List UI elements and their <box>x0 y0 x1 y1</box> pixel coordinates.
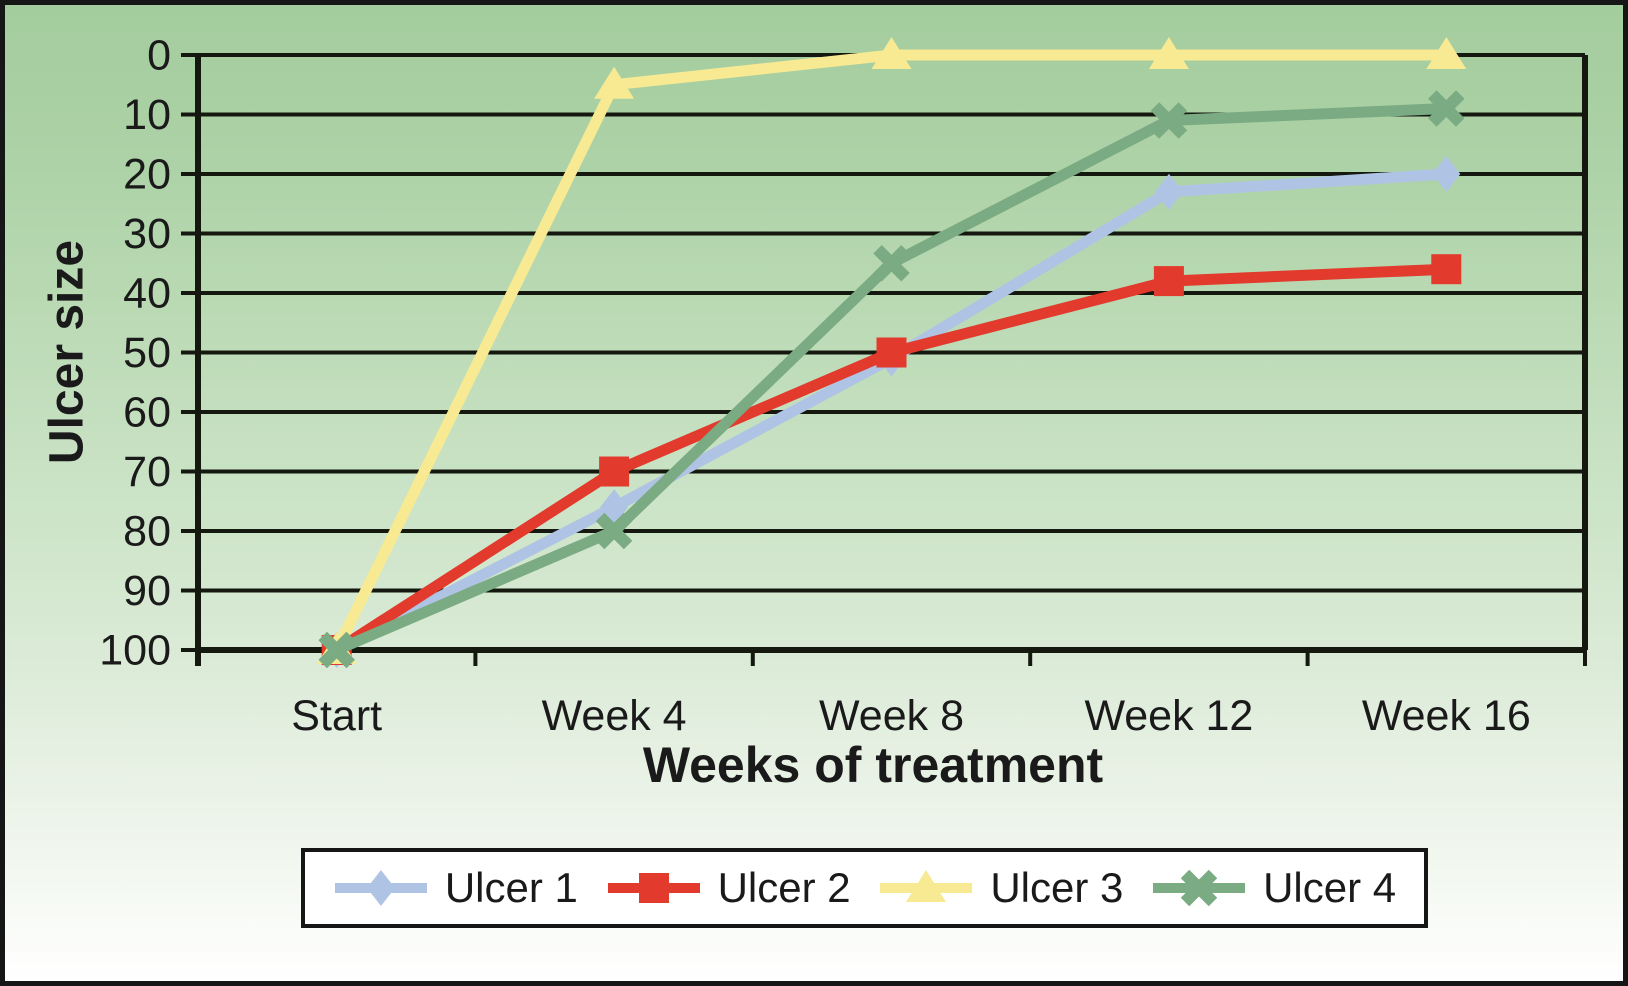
y-tick-label-20: 20 <box>123 151 171 199</box>
marker-triangle <box>594 66 635 99</box>
y-tick-label-70: 70 <box>123 448 171 496</box>
marker-square <box>638 873 669 903</box>
y-tick-label-10: 10 <box>123 91 171 139</box>
y-tick-label-100: 100 <box>99 627 171 675</box>
marker-x <box>1150 102 1188 139</box>
marker-x <box>595 512 633 550</box>
legend-label: Ulcer 3 <box>990 864 1124 911</box>
legend: Ulcer 1 Ulcer 2 Ulcer 3 Ulcer 4 <box>301 848 1428 928</box>
legend-item-ulcer-3: Ulcer 3 <box>878 864 1123 912</box>
legend-square-sample-icon <box>607 873 700 903</box>
x-category-label-0: Start <box>291 692 382 740</box>
legend-label: Ulcer 1 <box>444 864 578 911</box>
marker-triangle <box>1426 37 1467 69</box>
x-axis-title: Weeks of treatment <box>642 737 1104 793</box>
x-category-label-4: Week 16 <box>1362 692 1531 740</box>
marker-square <box>599 456 630 487</box>
marker-diamond <box>1154 173 1183 210</box>
legend-triangle-sample-icon <box>880 870 973 902</box>
marker-diamond <box>1432 156 1461 192</box>
y-axis-title: Ulcer size <box>40 239 94 465</box>
y-tick-label-50: 50 <box>123 329 171 377</box>
marker-diamond <box>366 870 395 906</box>
marker-triangle <box>906 870 947 902</box>
y-tick-label-30: 30 <box>123 210 171 258</box>
marker-square <box>1431 254 1462 285</box>
series-line-1 <box>333 263 1447 655</box>
y-tick-label-0: 0 <box>147 32 171 80</box>
legend-diamond-sample-icon <box>334 870 427 906</box>
legend-item-ulcer-2: Ulcer 2 <box>606 864 851 912</box>
marker-square <box>876 337 907 368</box>
marker-x <box>1428 90 1465 127</box>
y-tick-label-60: 60 <box>123 389 171 437</box>
marker-x <box>318 631 355 669</box>
legend-item-ulcer-4: Ulcer 4 <box>1151 864 1396 912</box>
legend-label: Ulcer 2 <box>717 864 851 911</box>
marker-triangle <box>1148 37 1189 69</box>
chart-plot-area: 0 10 20 30 40 50 60 70 80 90 100 Start Week 4 Week 8 W… <box>99 32 1588 740</box>
marker-square <box>1153 266 1184 297</box>
marker-triangle <box>871 37 912 69</box>
legend-label: Ulcer 4 <box>1263 864 1397 911</box>
y-tick-label-40: 40 <box>123 270 171 318</box>
y-tick-label-80: 80 <box>123 508 171 556</box>
legend-item-ulcer-1: Ulcer 1 <box>333 864 578 912</box>
marker-x <box>1180 869 1218 907</box>
x-category-label-1: Week 4 <box>542 692 687 740</box>
y-tick-label-90: 90 <box>123 567 171 615</box>
legend-x-sample-icon <box>1153 869 1246 907</box>
x-category-label-2: Week 8 <box>819 692 964 740</box>
marker-x <box>873 245 910 282</box>
x-category-label-3: Week 12 <box>1084 692 1253 740</box>
